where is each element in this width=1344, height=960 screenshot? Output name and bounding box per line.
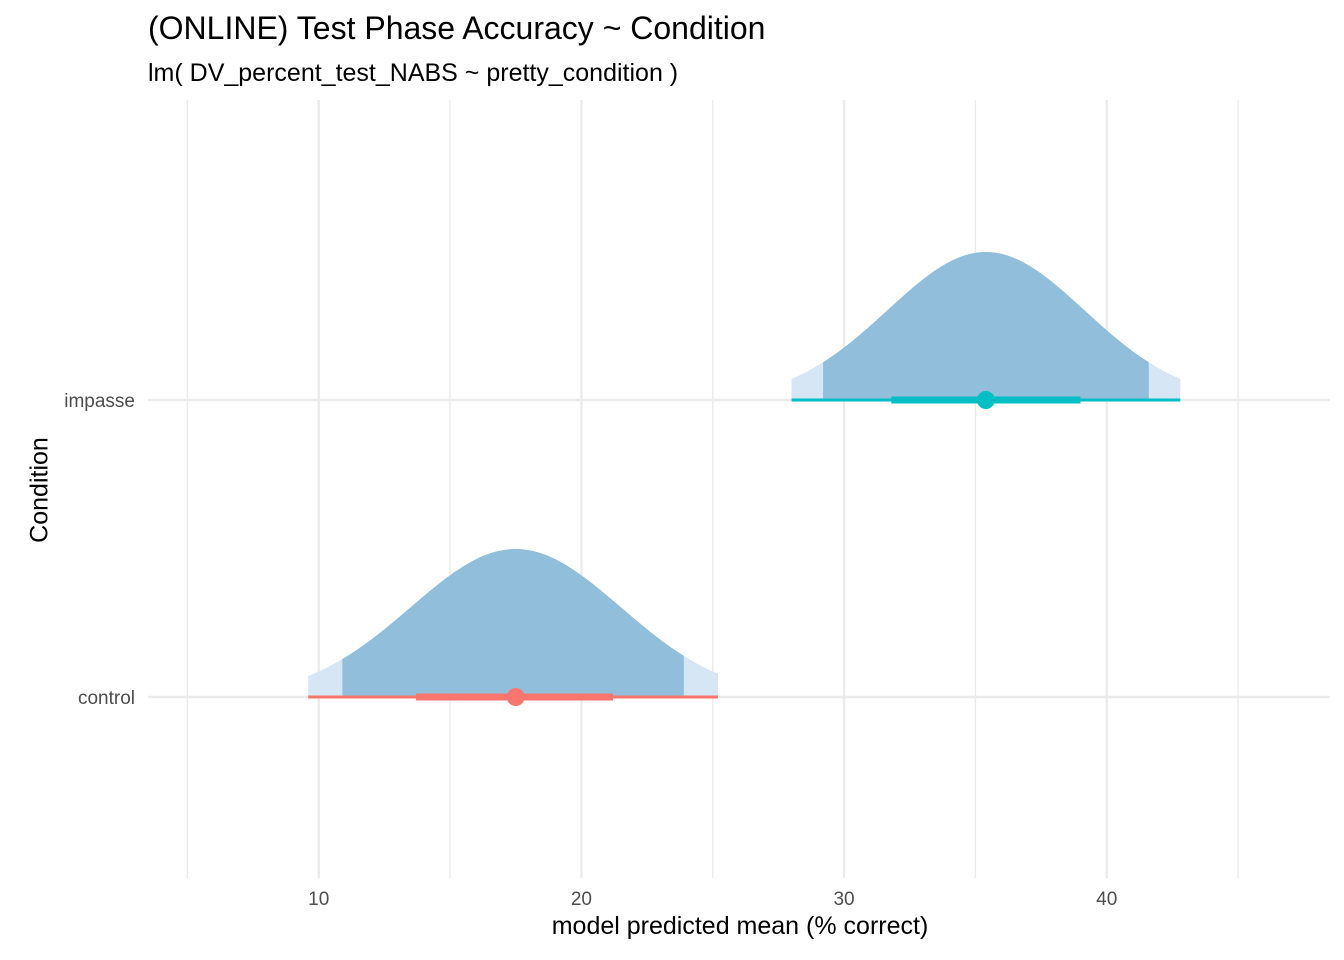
grid-major: [148, 100, 1330, 878]
x-tick-label: 30: [833, 889, 854, 910]
x-tick-label: 40: [1096, 889, 1117, 910]
chart-marks: [308, 252, 1181, 706]
y-tick-label-impasse: impasse: [64, 391, 135, 412]
point-estimate-control: [506, 688, 525, 706]
density-core-control: [342, 549, 684, 697]
tick-labels: 10 20 30 40 impasse control: [64, 391, 1117, 910]
y-tick-label-control: control: [78, 688, 135, 709]
grid-minor: [186, 100, 1239, 878]
point-estimate-impasse: [976, 391, 995, 409]
density-core-impasse: [823, 252, 1149, 400]
x-axis-label: model predicted mean (% correct): [551, 912, 929, 940]
chart-subtitle: lm( DV_percent_test_NABS ~ pretty_condit…: [148, 59, 679, 87]
x-tick-label: 20: [571, 889, 592, 910]
chart-title: (ONLINE) Test Phase Accuracy ~ Condition: [148, 10, 766, 46]
x-tick-label: 10: [308, 889, 329, 910]
